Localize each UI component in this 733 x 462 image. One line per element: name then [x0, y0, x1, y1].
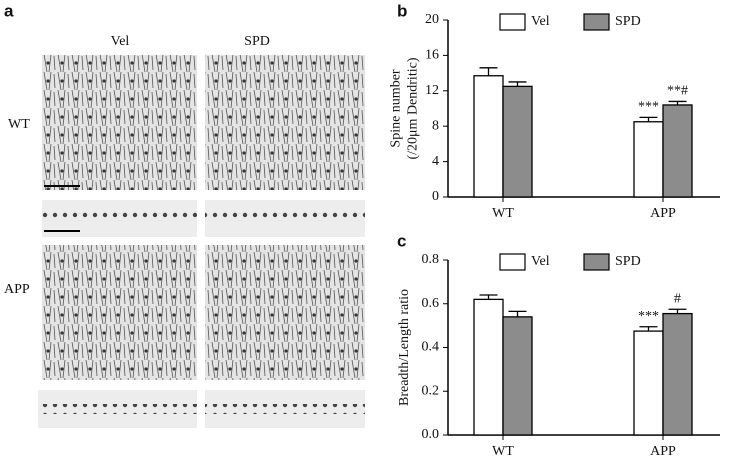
y-tick-label: 0 [432, 189, 439, 204]
y-tick-label: 0.0 [422, 427, 440, 442]
bar [662, 104, 693, 198]
legend-label: SPD [615, 254, 641, 269]
bar [502, 316, 533, 436]
panel-label: b [397, 1, 407, 20]
x-tick-label: APP [650, 206, 676, 221]
significance-label: # [674, 291, 681, 306]
bar [502, 85, 533, 198]
row-label: WT [8, 117, 30, 132]
y-tick-label: 0.6 [422, 296, 440, 311]
y-tick-label: 0.4 [422, 340, 440, 355]
bar [662, 312, 693, 436]
column-label: SPD [244, 34, 270, 49]
y-tick-label: 8 [432, 118, 439, 133]
panel-label: c [397, 231, 406, 250]
dendrite [205, 212, 365, 222]
micrograph [205, 245, 365, 380]
legend-swatch [583, 13, 610, 31]
y-axis-label: Breadth/Length ratio [397, 289, 412, 406]
y-tick-label: 20 [425, 12, 439, 27]
x-tick-label: WT [492, 444, 514, 459]
y-tick-label: 4 [432, 154, 439, 169]
legend-label: Vel [531, 14, 550, 29]
legend-swatch [499, 13, 526, 31]
legend-label: Vel [531, 254, 550, 269]
bar [473, 75, 504, 198]
dendrite [38, 404, 197, 414]
micrograph [205, 55, 365, 190]
x-tick-label: APP [650, 444, 676, 459]
significance-label: *** [638, 309, 659, 324]
y-tick-label: 12 [425, 83, 439, 98]
micrograph [42, 55, 197, 190]
legend-label: SPD [615, 14, 641, 29]
micrographs [38, 55, 365, 428]
y-axis-label: (/20μm Dendritic) [406, 57, 421, 159]
y-tick-label: 0.8 [422, 252, 440, 267]
row-label: APP [4, 282, 30, 297]
dendrite [42, 212, 197, 222]
legend-swatch [499, 253, 526, 271]
micrograph [42, 245, 197, 380]
legend-swatch [583, 253, 610, 271]
bar [633, 121, 664, 198]
bar [473, 298, 504, 436]
significance-label: *** [638, 100, 659, 115]
y-tick-label: 16 [425, 48, 439, 63]
bar [633, 330, 664, 436]
x-tick-label: WT [492, 206, 514, 221]
panel-label: a [4, 1, 14, 20]
column-label: Vel [111, 34, 130, 49]
y-tick-label: 0.2 [422, 383, 440, 398]
y-axis-label: Spine number [389, 69, 404, 147]
significance-label: **# [667, 84, 688, 99]
dendrite [205, 404, 365, 414]
